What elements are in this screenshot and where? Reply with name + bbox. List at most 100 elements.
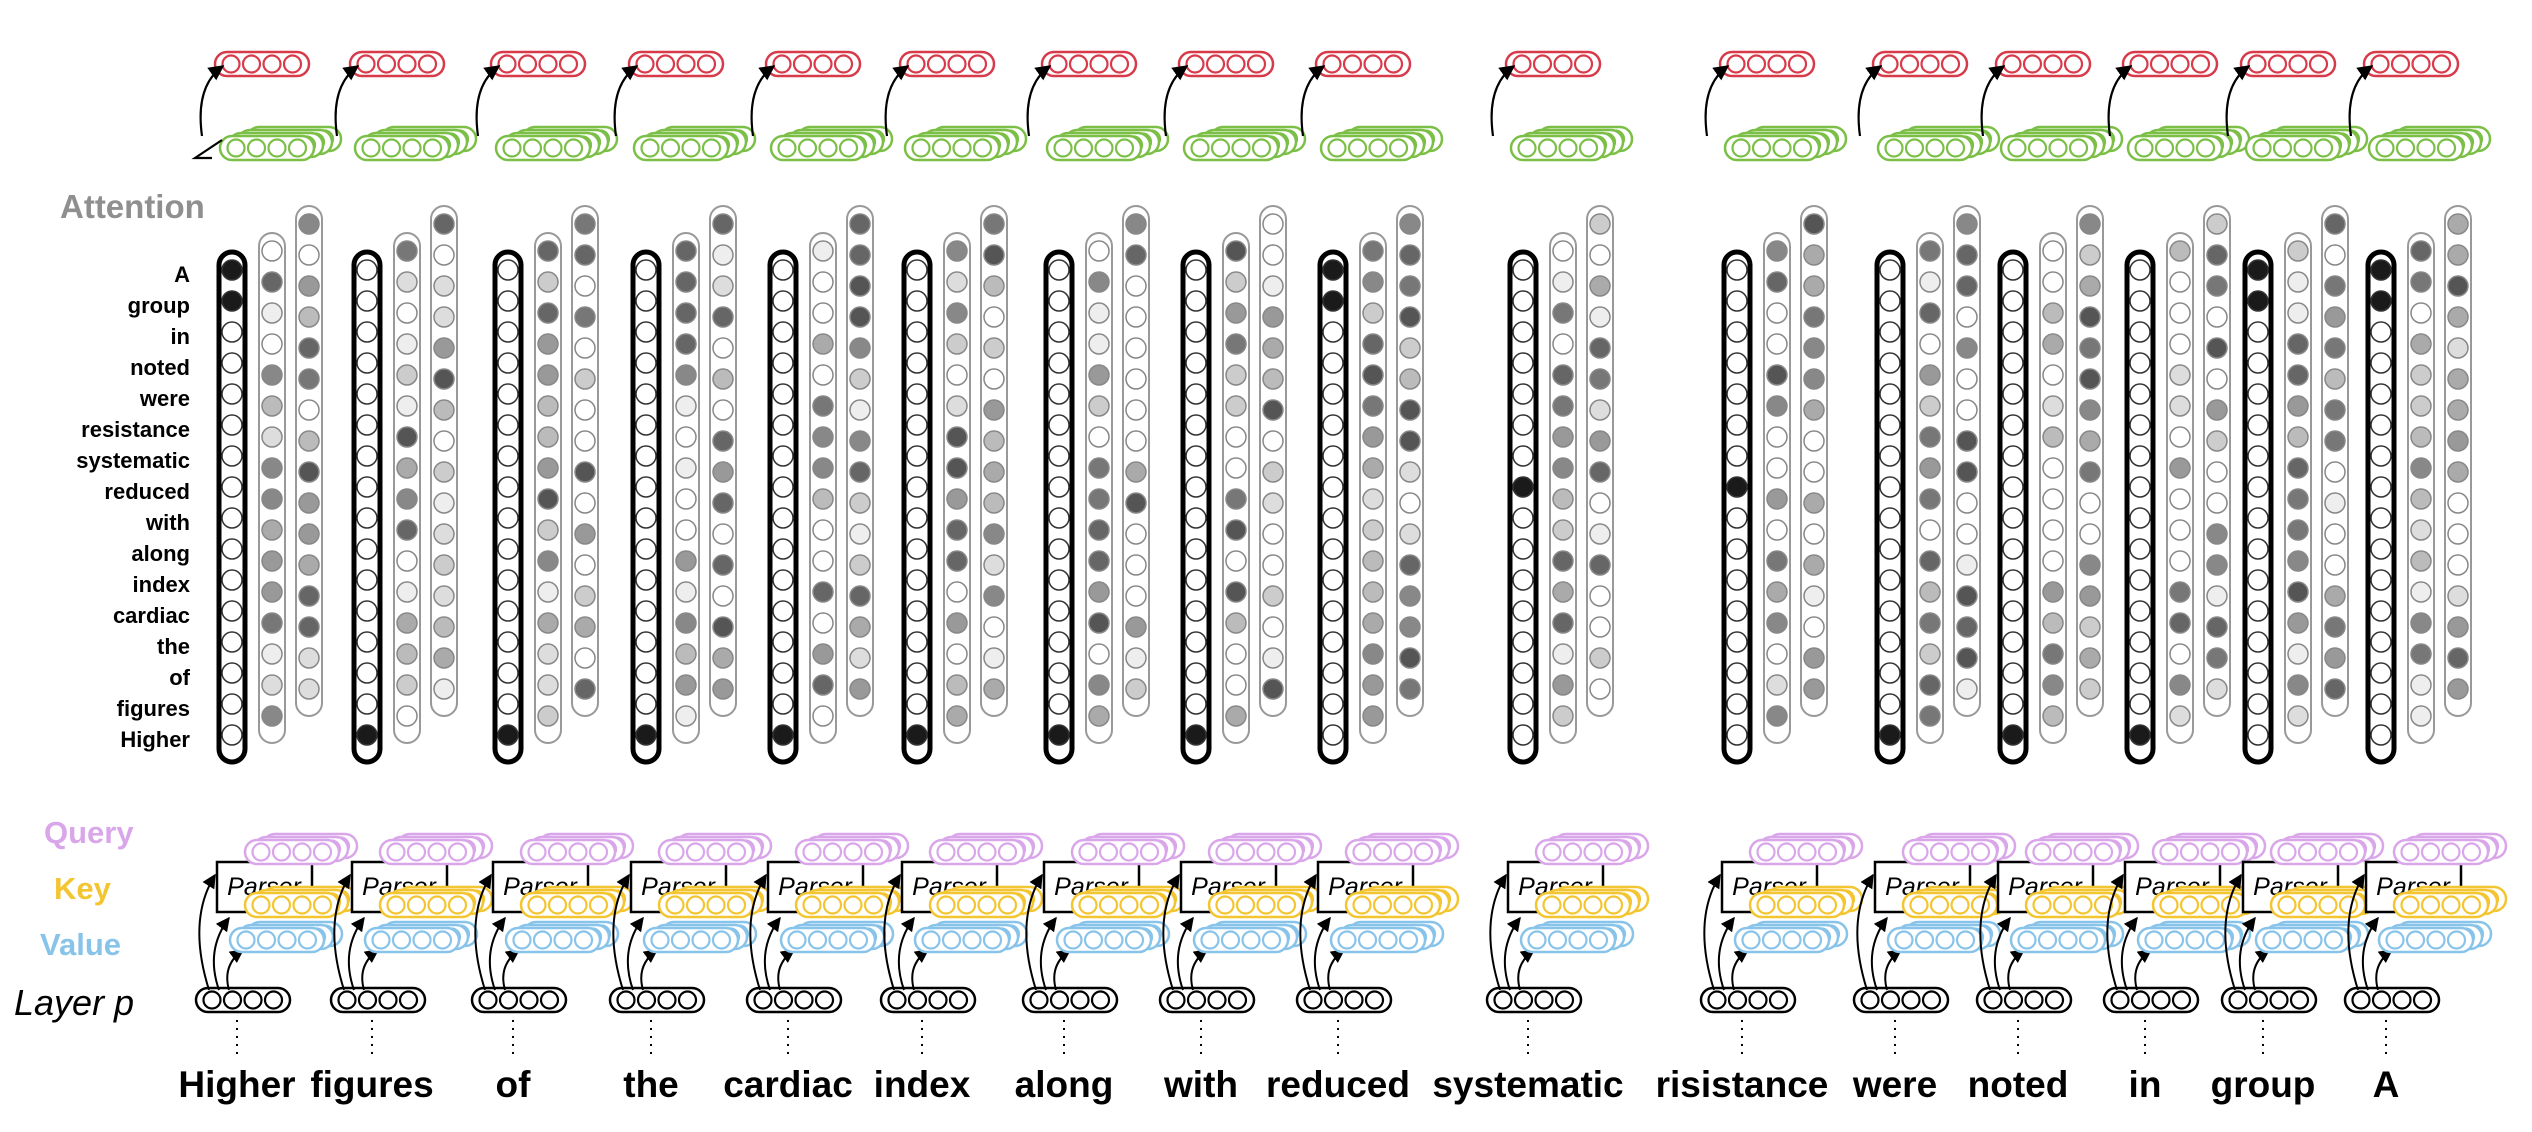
attention-weight-circle <box>298 368 320 390</box>
attention-weight-circle <box>433 678 455 700</box>
attention-column <box>1586 205 1614 717</box>
attention-weight-circle <box>1262 492 1284 514</box>
unit-circle <box>2323 930 2344 950</box>
attention-weight-circle <box>2287 612 2309 634</box>
layer-p-vector <box>745 986 843 1014</box>
attention-weight-circle <box>1766 674 1788 696</box>
unit-circle <box>241 54 262 74</box>
attention-weight-circle <box>574 616 596 638</box>
unit-circle <box>2392 990 2412 1010</box>
attention-weight-circle <box>1956 585 1978 607</box>
attention-weight-circle <box>2447 616 2469 638</box>
attention-weight-circle <box>1803 244 1825 266</box>
attention-weight-circle <box>1552 705 1574 727</box>
unit-circle <box>1139 895 1160 915</box>
attention-weight-circle <box>356 600 378 622</box>
unit-circle <box>1235 842 1256 862</box>
attention-weight-circle <box>1919 581 1941 603</box>
unit-circle <box>2170 54 2190 74</box>
attention-column-selected <box>1043 249 1075 765</box>
attention-weight-circle <box>574 337 596 359</box>
attention-weight-circle <box>356 507 378 529</box>
stacked-pill <box>1070 891 1168 919</box>
attention-weight-circle <box>1362 395 1384 417</box>
attention-weight-circle <box>1919 364 1941 386</box>
attention-weight-circle <box>2169 271 2191 293</box>
attention-weight-circle <box>1552 240 1574 262</box>
attention-weight-circle <box>1322 662 1344 684</box>
attention-weight-circle <box>2169 519 2191 541</box>
unit-circle <box>398 990 419 1010</box>
stacked-pill <box>2151 891 2249 919</box>
unit-circle <box>1726 54 1746 74</box>
attention-weight-circle <box>1185 724 1207 746</box>
attention-weight-circle <box>1048 724 1070 746</box>
stacked-pill <box>1192 926 1290 954</box>
attention-weight-circle <box>1322 352 1344 374</box>
word-token: risistance <box>1655 1064 1829 1105</box>
attention-weight-circle <box>2079 585 2101 607</box>
attention-weight-circle <box>946 364 968 386</box>
stacked-pill <box>243 838 341 866</box>
attention-weight-circle <box>1879 259 1901 281</box>
unit-circle <box>777 138 797 158</box>
unit-circle <box>1727 990 1748 1010</box>
attention-weight-circle <box>2079 461 2101 483</box>
unit-circle <box>1970 842 1991 862</box>
unit-circle <box>838 138 859 158</box>
unit-circle <box>1347 138 1368 158</box>
attention-column-selected <box>216 249 248 765</box>
unit-circle <box>1904 138 1925 158</box>
attention-weight-circle <box>946 333 968 355</box>
attention-weight-circle <box>1088 519 1110 541</box>
attention-weight-circle <box>675 519 697 541</box>
layer-label: Layer p <box>14 982 135 1023</box>
input-arrow <box>2347 873 2365 991</box>
output-vector <box>1040 50 1138 78</box>
attention-weight-circle <box>537 581 559 603</box>
output-vector <box>1504 50 1602 78</box>
unit-circle <box>287 138 308 158</box>
attention-weight-circle <box>1552 643 1574 665</box>
unit-circle <box>906 54 926 74</box>
attention-weight-circle <box>1048 693 1070 715</box>
attention-weight-circle <box>983 430 1005 452</box>
attention-weight-circle <box>1399 306 1421 328</box>
value-vector-stack <box>228 920 344 954</box>
unit-circle <box>794 990 814 1010</box>
attention-weight-circle <box>2206 213 2228 235</box>
attention-weight-circle <box>635 445 657 467</box>
attention-weight-circle <box>1185 600 1207 622</box>
attention-weight-circle <box>396 240 418 262</box>
unit-circle <box>1884 138 1904 158</box>
unit-circle <box>660 138 681 158</box>
attention-weight-circle <box>574 523 596 545</box>
attention-weight-circle <box>1803 616 1825 638</box>
attention-weight-circle <box>1322 538 1344 560</box>
unit-circle <box>222 990 243 1010</box>
attention-weight-circle <box>2370 569 2392 591</box>
input-arrow <box>1503 916 1521 991</box>
input-arrow <box>361 949 380 991</box>
attention-column-selected <box>1997 249 2029 765</box>
unit-circle <box>2303 930 2323 950</box>
unit-circle <box>412 930 432 950</box>
attention-column-selected <box>2124 249 2156 765</box>
attention-weight-circle <box>1125 523 1147 545</box>
query-vector-stack <box>519 832 635 866</box>
attention-weight-circle <box>1322 631 1344 653</box>
attention-column <box>809 232 837 744</box>
stacked-pill <box>378 838 476 866</box>
attention-column <box>1222 232 1250 744</box>
attention-weight-circle <box>812 674 834 696</box>
unit-circle <box>1532 54 1553 74</box>
attention-weight-circle <box>1726 538 1748 560</box>
attention-weight-circle <box>2287 271 2309 293</box>
attention-weight-circle <box>1048 290 1070 312</box>
attention-weight-circle <box>2447 554 2469 576</box>
attention-weight-circle <box>2447 399 2469 421</box>
attention-weight-circle <box>261 364 283 386</box>
attention-weight-circle <box>1185 538 1207 560</box>
word-token: systematic <box>1432 1064 1624 1105</box>
